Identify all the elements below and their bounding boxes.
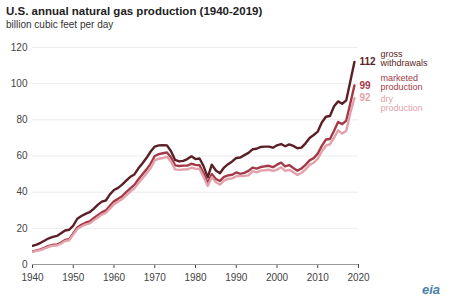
svg-text:1960: 1960	[103, 272, 126, 283]
svg-text:99: 99	[359, 80, 371, 91]
svg-text:1970: 1970	[144, 272, 167, 283]
svg-text:112: 112	[359, 56, 376, 67]
svg-text:1990: 1990	[225, 272, 248, 283]
svg-text:1940: 1940	[21, 272, 44, 283]
svg-text:dryproduction: dryproduction	[380, 94, 422, 113]
svg-text:100: 100	[11, 78, 28, 89]
svg-text:grosswithdrawals: grosswithdrawals	[379, 49, 428, 68]
svg-text:2020: 2020	[347, 272, 370, 283]
svg-text:1980: 1980	[184, 272, 207, 283]
html-text:billion cubic feet per day: billion cubic feet per day	[6, 19, 114, 30]
svg-text:80: 80	[16, 114, 28, 125]
svg-text:120: 120	[11, 42, 28, 53]
svg-text:60: 60	[16, 150, 28, 161]
svg-text:marketedproduction: marketedproduction	[380, 73, 422, 92]
html-text:U.S. annual natural gas produc: U.S. annual natural gas production (1940…	[6, 5, 263, 17]
svg-text:2010: 2010	[307, 272, 330, 283]
svg-text:92: 92	[359, 92, 371, 103]
svg-text:2000: 2000	[266, 272, 289, 283]
svg-text:0: 0	[22, 259, 28, 270]
svg-text:20: 20	[16, 223, 28, 234]
svg-text:1950: 1950	[62, 272, 85, 283]
svg-text:40: 40	[16, 186, 28, 197]
html-text:eia: eia	[421, 282, 440, 297]
